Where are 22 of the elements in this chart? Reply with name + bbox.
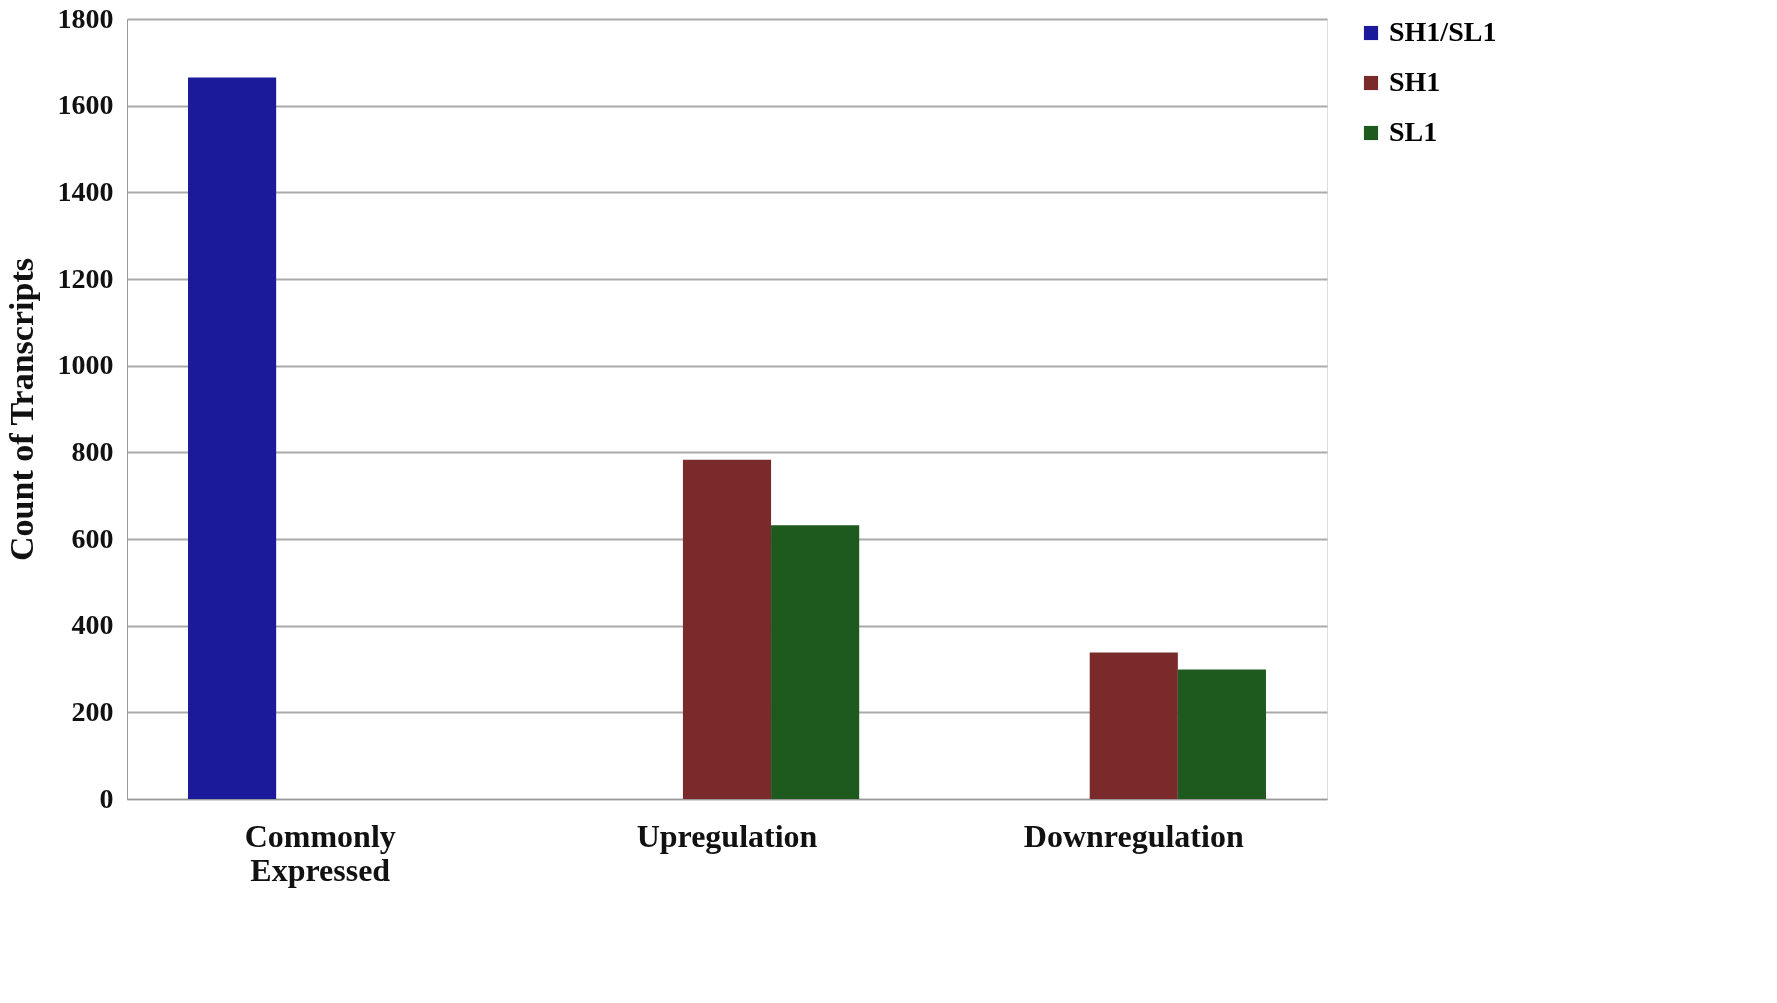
y-tick-label: 800	[71, 435, 114, 467]
y-tick-label: 1200	[57, 262, 114, 294]
bar	[188, 77, 277, 799]
x-tick-label: Commonly Expressed	[244, 817, 396, 888]
bar	[1177, 669, 1266, 799]
y-tick-label: 600	[71, 522, 114, 554]
y-tick-label: 0	[99, 782, 114, 814]
legend-label: SH1	[1389, 66, 1441, 97]
y-tick-label: 1000	[57, 349, 114, 381]
y-tick-label: 200	[71, 695, 114, 727]
bar	[1089, 652, 1178, 799]
x-tick-label: Upregulation	[636, 817, 818, 854]
y-axis-title: Count of Transcripts	[2, 258, 40, 561]
bar	[682, 459, 772, 799]
x-tick-label: Downregulation	[1023, 817, 1244, 854]
y-tick-label: 1800	[57, 2, 114, 34]
legend-label: SH1/SL1	[1389, 16, 1497, 47]
bar	[771, 525, 860, 799]
y-tick-label: 1600	[57, 89, 114, 121]
y-tick-label: 400	[71, 609, 114, 641]
legend-label: SL1	[1389, 116, 1438, 147]
y-tick-label: 1400	[57, 175, 114, 207]
